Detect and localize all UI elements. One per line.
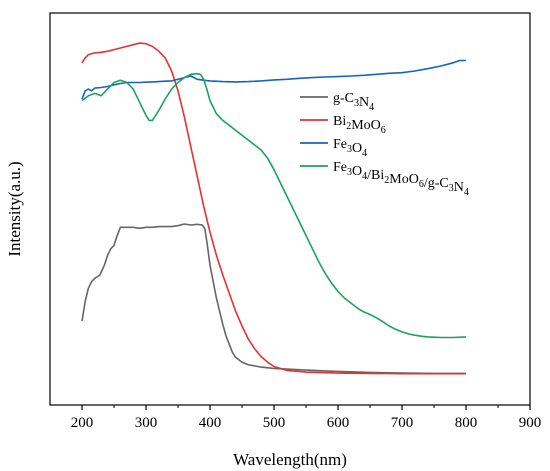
x-tick-label: 900 <box>519 415 542 431</box>
x-tick-label: 800 <box>455 415 478 431</box>
legend-label-1: Bi2MoO6 <box>333 114 386 136</box>
y-axis-label: Intensity(a.u.) <box>5 161 24 256</box>
series-line-0 <box>81 223 466 375</box>
series-line-2 <box>81 59 466 100</box>
series-line-3 <box>81 72 467 339</box>
x-tick-label: 600 <box>327 415 350 431</box>
x-tick-label: 400 <box>199 415 222 431</box>
x-axis-tick-labels: 200 300 400 500 600 700 800 900 <box>71 415 542 431</box>
x-tick-label: 200 <box>71 415 94 431</box>
x-tick-label: 300 <box>135 415 158 431</box>
plot-lines <box>81 42 467 375</box>
x-axis-label: Wavelength(nm) <box>233 450 347 469</box>
legend-label-3: Fe3O4/Bi2MoO6/g-C3N4 <box>333 160 469 198</box>
x-axis-ticks <box>81 405 531 410</box>
plot-frame <box>49 12 531 406</box>
x-tick-label: 500 <box>263 415 286 431</box>
legend-label-2: Fe3O4 <box>333 137 367 159</box>
series-line-1 <box>81 42 466 375</box>
legend-label-0: g-C3N4 <box>333 91 374 113</box>
x-tick-label: 700 <box>391 415 414 431</box>
